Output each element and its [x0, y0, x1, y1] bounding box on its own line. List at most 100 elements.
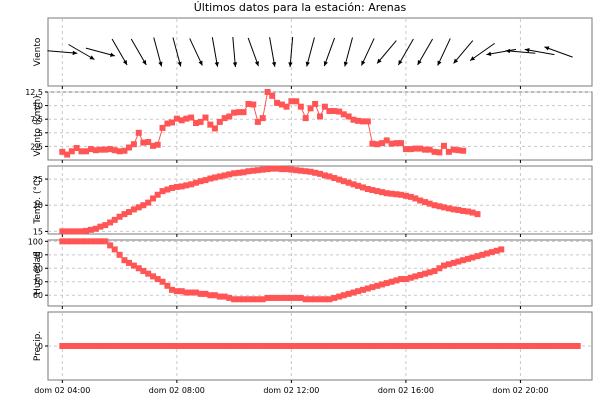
- data-point: [269, 343, 276, 349]
- y-tick-label: 90: [33, 251, 43, 260]
- data-point: [240, 109, 247, 116]
- data-point: [560, 343, 567, 349]
- data-point: [307, 168, 314, 175]
- data-point: [173, 115, 180, 122]
- wind-arrow-head: [271, 61, 277, 67]
- wind-arrow: [289, 37, 294, 67]
- data-point: [455, 147, 462, 154]
- data-point: [321, 343, 328, 349]
- wind-arrow: [211, 37, 219, 67]
- data-point: [135, 265, 142, 272]
- data-point: [216, 173, 223, 180]
- data-point: [326, 108, 333, 115]
- data-point: [111, 147, 118, 154]
- y-axis-label: Precip.: [33, 331, 43, 361]
- data-point: [168, 119, 175, 126]
- data-point: [126, 343, 133, 349]
- data-point: [565, 343, 572, 349]
- data-point: [555, 343, 562, 349]
- panel-frame: [47, 239, 593, 307]
- data-point: [345, 290, 352, 297]
- data-point: [398, 343, 405, 349]
- wind-arrow: [130, 38, 147, 66]
- data-point: [369, 140, 376, 147]
- data-point: [102, 343, 109, 349]
- data-point: [145, 343, 152, 349]
- data-point: [64, 151, 71, 158]
- data-point: [126, 144, 133, 151]
- data-point: [83, 148, 90, 155]
- data-point: [402, 146, 409, 153]
- data-point: [78, 148, 85, 155]
- wind-arrow: [232, 37, 236, 67]
- data-point: [398, 191, 405, 198]
- data-point: [317, 113, 323, 120]
- data-point: [140, 202, 147, 209]
- data-point: [87, 226, 94, 233]
- wind-arrow-head: [524, 48, 530, 53]
- data-point: [436, 265, 443, 272]
- data-point: [293, 294, 300, 301]
- data-point: [121, 257, 128, 264]
- data-point: [269, 165, 276, 172]
- data-point: [407, 274, 414, 281]
- data-point: [59, 228, 66, 235]
- data-point: [321, 103, 328, 110]
- data-point: [469, 343, 476, 349]
- data-point: [374, 343, 381, 349]
- data-point: [431, 267, 438, 274]
- data-point: [216, 343, 223, 349]
- wind-arrow: [85, 47, 116, 57]
- data-point: [393, 277, 400, 284]
- data-point: [465, 343, 472, 349]
- data-point: [130, 206, 137, 213]
- data-point: [159, 124, 166, 131]
- panel-frame: [47, 165, 593, 235]
- data-point: [183, 343, 190, 349]
- data-point: [211, 343, 218, 349]
- data-point: [407, 193, 414, 200]
- data-point: [355, 288, 362, 295]
- data-point: [326, 296, 333, 303]
- data-point: [68, 228, 75, 235]
- data-point: [207, 121, 214, 128]
- y-tick-label: 12,5: [25, 88, 43, 97]
- data-point: [355, 343, 362, 349]
- wind-arrow-head: [417, 60, 422, 65]
- data-point: [379, 281, 386, 288]
- data-point: [193, 120, 200, 127]
- data-point: [474, 253, 481, 260]
- wind-arrow: [247, 37, 259, 67]
- data-point: [83, 238, 90, 245]
- data-point: [231, 296, 238, 303]
- data-point: [145, 139, 152, 146]
- data-point: [178, 183, 185, 190]
- data-point: [107, 219, 114, 226]
- data-point: [293, 167, 300, 174]
- data-point: [250, 296, 257, 303]
- data-point: [336, 293, 343, 300]
- data-point: [455, 206, 462, 213]
- wind-arrow: [111, 38, 128, 66]
- data-point: [293, 343, 300, 349]
- data-point: [130, 262, 137, 269]
- data-point: [317, 343, 323, 349]
- data-point: [445, 261, 452, 268]
- wind-arrow-head: [398, 60, 403, 65]
- wind-arrow: [376, 40, 397, 64]
- y-tick-label: 25: [33, 175, 43, 184]
- data-point: [336, 108, 343, 115]
- data-point: [374, 282, 381, 289]
- data-point: [164, 120, 171, 127]
- data-point: [235, 343, 242, 349]
- data-point: [216, 118, 223, 125]
- data-point: [154, 141, 161, 148]
- data-point: [150, 343, 157, 349]
- data-point: [388, 343, 395, 349]
- data-point: [197, 343, 204, 349]
- wind-arrow-head: [122, 60, 128, 65]
- data-point: [412, 145, 419, 152]
- data-point: [522, 343, 529, 349]
- wind-arrow: [544, 46, 573, 58]
